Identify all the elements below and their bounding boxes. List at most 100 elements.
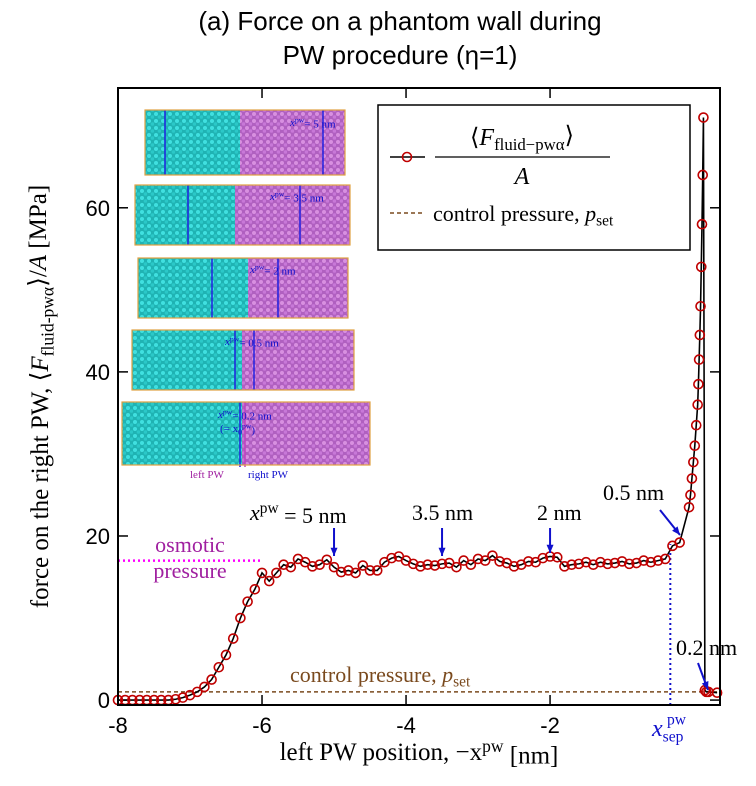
- text-part: = 0.2 nm: [232, 410, 272, 422]
- data-point: [170, 693, 181, 705]
- data-point: [321, 554, 333, 566]
- data-point: [177, 692, 189, 703]
- text-part: pw: [223, 408, 233, 417]
- arrow-head: [330, 547, 338, 556]
- x-tick-label: -8: [108, 713, 128, 738]
- text-part: = 3.5 nm: [284, 192, 324, 204]
- text-part: 0: [238, 427, 242, 436]
- data-point: [407, 558, 419, 570]
- data-point: [638, 555, 649, 566]
- data-point: [566, 559, 577, 570]
- y-axis-label: force on the right PW, ⟨Ffluid-pwα⟩/A [M…: [25, 185, 58, 608]
- text-part: x: [651, 716, 663, 742]
- data-point: [693, 354, 705, 365]
- data-point: [595, 556, 606, 568]
- text-part: x: [269, 191, 275, 203]
- text-part: pw: [667, 711, 687, 728]
- data-point: [278, 559, 289, 570]
- data-point: [683, 501, 695, 513]
- data-point: [696, 218, 708, 230]
- data-point: [285, 561, 297, 573]
- arrow-head: [546, 544, 554, 553]
- data-point: [697, 169, 709, 181]
- data-point: [711, 687, 723, 698]
- data-point: [335, 566, 347, 578]
- plot-frame: [117, 87, 721, 706]
- data-point: [693, 378, 704, 390]
- data-point: [415, 561, 426, 572]
- inset-label: left PW: [190, 469, 225, 481]
- inset-label: xpw= 5 nm: [289, 116, 336, 131]
- data-point: [472, 553, 484, 565]
- inset-label: xpw= 0.5 nm: [224, 335, 279, 350]
- data-point: [573, 558, 585, 570]
- text-part: [nm]: [504, 742, 559, 769]
- data-point: [242, 596, 253, 607]
- data-point: [537, 552, 549, 564]
- text-part: ⟩: [565, 123, 574, 149]
- data-point: [191, 686, 203, 698]
- text-part: A: [25, 254, 52, 272]
- annotation: osmotic: [155, 532, 225, 557]
- text-part: control pressure,: [433, 201, 585, 226]
- text-part: pw: [295, 116, 305, 125]
- text-part: ⟩/: [25, 270, 52, 287]
- legend-marker: [401, 151, 413, 163]
- data-point: [494, 556, 505, 567]
- inset: [121, 109, 371, 467]
- data-point: [623, 558, 635, 570]
- text-part: pw: [275, 190, 285, 199]
- text-part: control pressure,: [290, 662, 442, 687]
- data-point: [523, 556, 534, 567]
- data-point: [688, 456, 699, 468]
- text-part: pw: [242, 422, 252, 431]
- arrow-head: [672, 526, 680, 535]
- text-part: [MPa]: [25, 185, 52, 255]
- text-part: p: [440, 662, 453, 687]
- legend-label: ⟨Ffluid−pwα⟩: [470, 123, 574, 154]
- data-point: [235, 612, 246, 624]
- text-part: set: [596, 213, 614, 230]
- data-point: [350, 567, 361, 579]
- text-part: x: [289, 117, 295, 129]
- data-point: [674, 537, 685, 548]
- annotation: 0.2 nm: [676, 635, 737, 660]
- data-point: [220, 649, 232, 661]
- data-point: [422, 559, 433, 570]
- text-part: x: [249, 264, 255, 276]
- text-part: pw: [255, 263, 265, 272]
- text-part: x: [217, 409, 223, 421]
- x-tick-label: -6: [252, 713, 272, 738]
- data-point: [694, 329, 706, 341]
- text-part: pw: [482, 736, 504, 756]
- data-point: [213, 661, 225, 673]
- x-tick-label: -4: [396, 713, 416, 738]
- y-tick-label: 60: [86, 196, 110, 221]
- y-tick-label: 0: [98, 688, 110, 713]
- text-part: F: [27, 356, 54, 373]
- data-point: [364, 565, 376, 576]
- data-point: [357, 560, 369, 571]
- text-part: F: [478, 125, 494, 151]
- text-part: set: [453, 674, 471, 691]
- data-point: [690, 419, 702, 431]
- data-point: [256, 567, 268, 579]
- legend-label: A: [513, 164, 530, 190]
- data-point: [371, 565, 383, 576]
- data-point: [695, 261, 707, 273]
- inset-label: right PW: [248, 469, 289, 481]
- annotation: 2 nm: [537, 500, 582, 525]
- data-point: [689, 440, 701, 452]
- data-point: [685, 489, 696, 501]
- annotation: pressure: [153, 558, 226, 583]
- data-point: [559, 561, 570, 572]
- data-point: [199, 681, 210, 693]
- data-point: [609, 557, 621, 569]
- data-point: [451, 561, 462, 573]
- data-point: [508, 561, 520, 572]
- data-point: [602, 558, 613, 570]
- data-point: [314, 559, 325, 570]
- data-point: [631, 557, 642, 569]
- chart-title: PW procedure (η=1): [283, 40, 518, 70]
